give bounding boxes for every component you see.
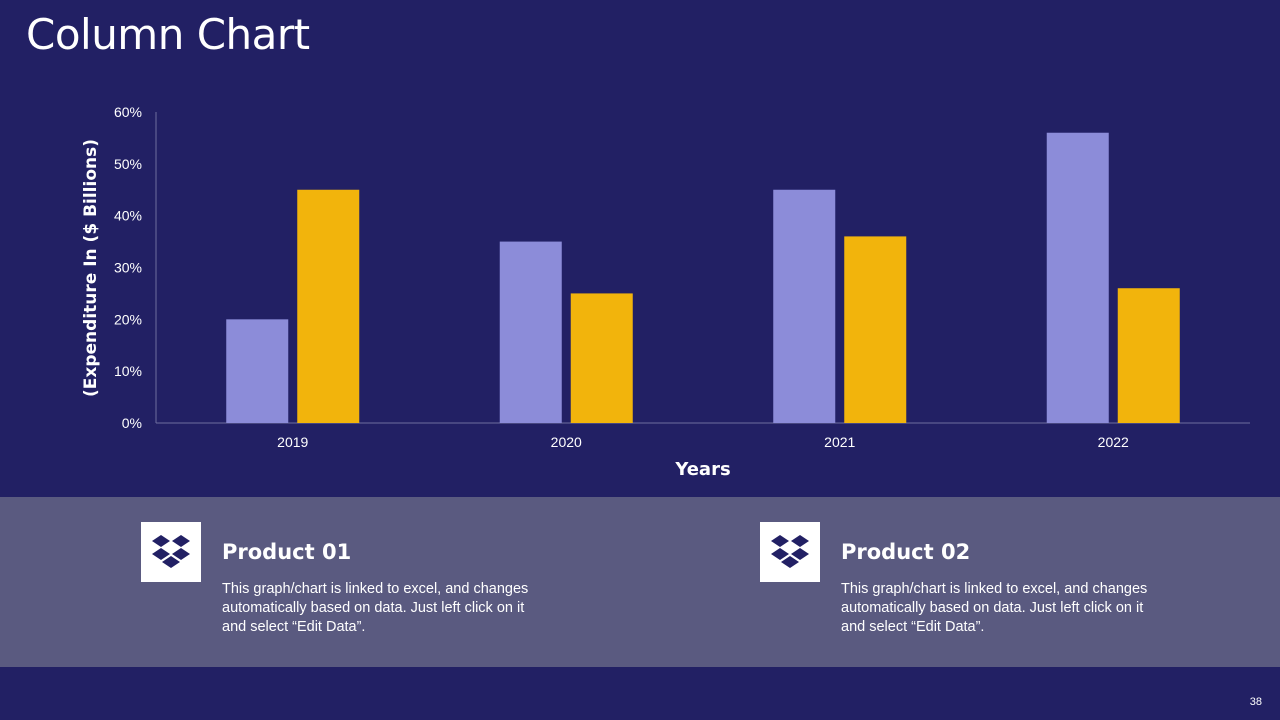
x-tick-label: 2022 [1098, 434, 1129, 450]
slide-title: Column Chart [26, 10, 310, 59]
y-tick-label: 20% [114, 311, 142, 327]
y-tick-label: 10% [114, 363, 142, 379]
y-axis-title: (Expenditure In ($ Billions) [81, 139, 101, 397]
bar-product-01-2021[interactable] [773, 189, 836, 423]
dropbox-icon [141, 522, 201, 582]
bar-product-01-2019[interactable] [226, 319, 289, 423]
x-tick-label: 2021 [824, 434, 855, 450]
product-description: This graph/chart is linked to excel, and… [841, 581, 1148, 635]
bar-product-02-2022[interactable] [1117, 288, 1180, 423]
dropbox-icon [760, 522, 820, 582]
x-tick-label: 2019 [277, 434, 308, 450]
x-axis-title: Years [674, 459, 730, 480]
bar-product-02-2021[interactable] [844, 236, 907, 423]
product-title: Product 02 [841, 540, 971, 564]
y-tick-label: 40% [114, 208, 142, 224]
y-tick-label: 0% [122, 415, 142, 431]
products-panel: Product 01 This graph/chart is linked to… [0, 497, 1280, 667]
product-title: Product 01 [222, 540, 352, 564]
x-tick-label: 2020 [551, 434, 582, 450]
bar-product-02-2020[interactable] [570, 293, 633, 423]
y-tick-label: 30% [114, 260, 142, 276]
y-tick-label: 50% [114, 156, 142, 172]
bar-product-01-2020[interactable] [499, 241, 562, 423]
product-description: This graph/chart is linked to excel, and… [222, 581, 529, 635]
y-tick-label: 60% [114, 104, 142, 120]
bar-product-01-2022[interactable] [1046, 132, 1109, 423]
bar-product-02-2019[interactable] [297, 189, 360, 423]
column-chart[interactable]: 0% 10% 20% 30% 40% 50% 60% 2019 2020 2021 2022 Ye… [0, 0, 1280, 497]
page-number: 38 [1249, 696, 1262, 708]
